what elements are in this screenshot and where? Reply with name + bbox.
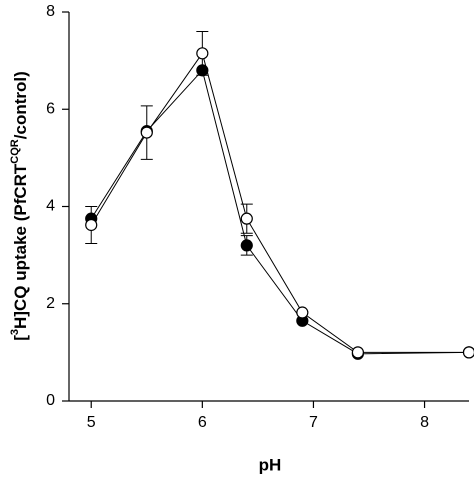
x-tick-label: 8 — [420, 414, 429, 431]
x-tick-label: 6 — [198, 414, 207, 431]
marker — [240, 212, 253, 225]
marker — [196, 47, 209, 60]
y-label-part: H]CQ uptake (PfCRT — [11, 163, 30, 329]
marker — [351, 346, 364, 359]
y-tick-label: 0 — [46, 392, 55, 409]
y-label-part: /control) — [11, 71, 30, 139]
marker — [85, 218, 98, 232]
y-axis-label: [3H]CQ uptake (PfCRTCQR/control) — [9, 71, 31, 341]
y-label-sup: CQR — [9, 139, 21, 164]
marker — [240, 239, 253, 252]
y-tick-label: 8 — [46, 3, 55, 20]
marker — [462, 346, 474, 359]
y-label-sup: 3 — [9, 329, 21, 335]
y-tick-label: 6 — [46, 100, 55, 117]
y-tick-label: 2 — [46, 295, 55, 312]
x-tick-label: 7 — [309, 414, 318, 431]
marker — [196, 64, 209, 77]
y-label-part: [ — [11, 335, 30, 341]
y-tick-label: 4 — [46, 198, 55, 215]
series-line — [90, 52, 469, 353]
x-tick-label: 5 — [87, 414, 96, 431]
x-axis-label: pH — [259, 455, 282, 474]
marker — [140, 126, 153, 139]
marker — [296, 306, 309, 319]
series-line — [90, 69, 470, 355]
